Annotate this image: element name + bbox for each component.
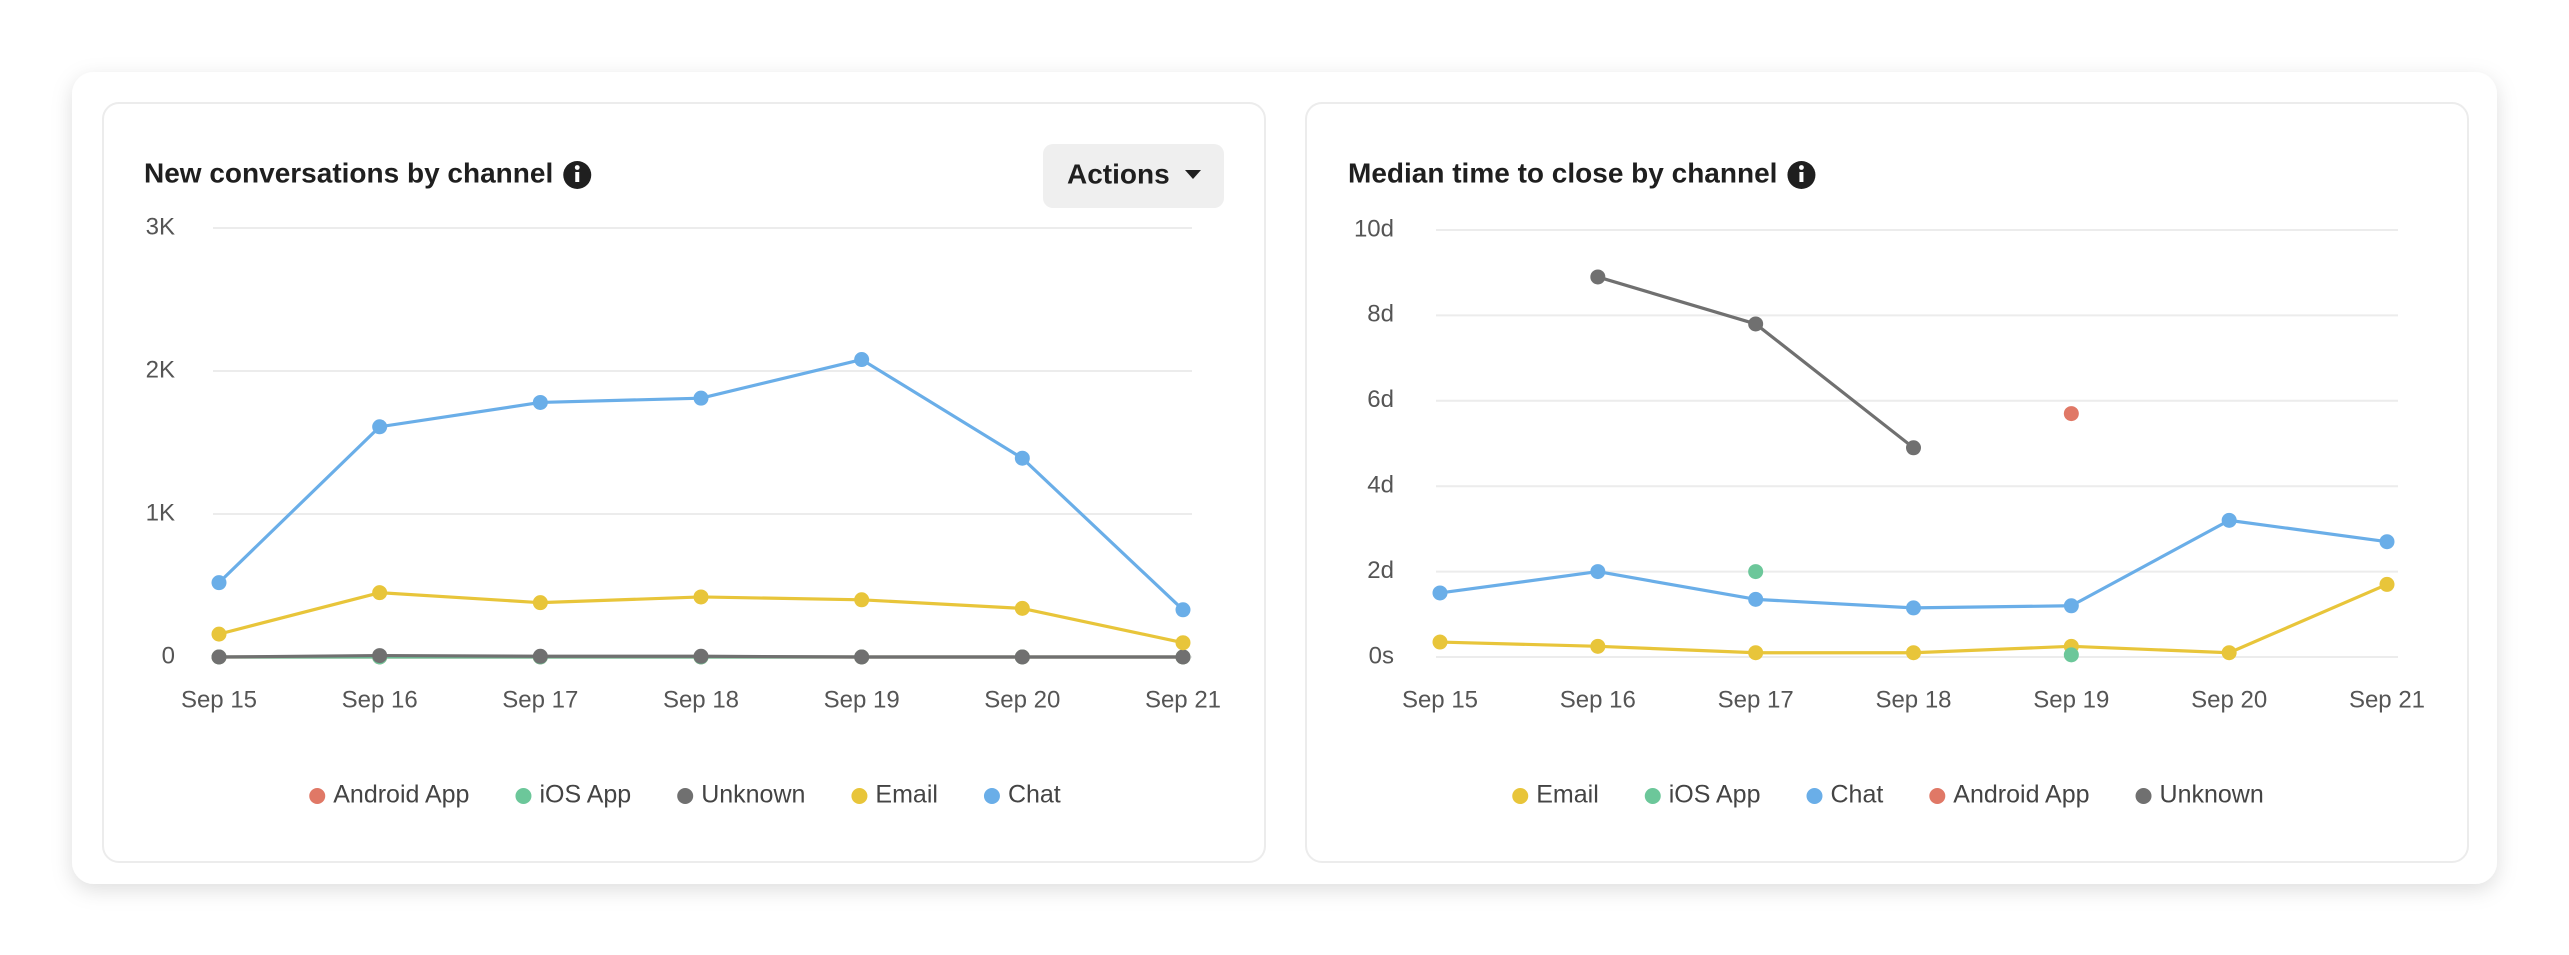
legend-marker (1512, 788, 1529, 804)
x-tick-label: Sep 15 (181, 686, 257, 713)
data-point (211, 575, 227, 591)
data-point (211, 649, 227, 665)
data-point (1432, 585, 1448, 601)
data-point (1014, 600, 1030, 616)
legend-label[interactable]: Chat (1830, 781, 1883, 809)
legend-label[interactable]: iOS App (539, 781, 631, 809)
legend-label[interactable]: iOS App (1669, 781, 1761, 809)
data-point (2221, 512, 2237, 528)
panel (102, 102, 1266, 863)
info-icon-dot (574, 165, 580, 170)
legend-marker (677, 788, 694, 804)
data-point (1175, 649, 1191, 665)
x-tick-label: Sep 18 (1875, 686, 1951, 713)
data-point (1432, 634, 1448, 650)
legend-label[interactable]: Android App (333, 781, 469, 809)
legend-label[interactable]: Unknown (701, 781, 805, 809)
legend-marker (309, 788, 326, 804)
data-point (1748, 645, 1764, 661)
data-point (1906, 645, 1921, 661)
info-icon-stem (1799, 172, 1804, 182)
x-tick-label: Sep 16 (342, 686, 418, 713)
data-point (693, 390, 709, 406)
data-point (854, 649, 870, 665)
legend-marker (851, 788, 868, 804)
legend-marker (1806, 788, 1823, 804)
info-icon-dot (1799, 165, 1804, 170)
data-point (2221, 645, 2237, 661)
data-point (1014, 450, 1030, 466)
legend-marker (2135, 788, 2152, 804)
x-tick-label: Sep 18 (663, 686, 739, 713)
data-point (372, 419, 388, 435)
data-point (2063, 647, 2079, 663)
chart-title: Median time to close by channel (1348, 157, 1777, 188)
data-point (1014, 649, 1030, 665)
dropdown-caret (1185, 170, 1201, 179)
data-point (1748, 316, 1764, 332)
x-tick-label: Sep 21 (1145, 686, 1221, 713)
data-point (1906, 600, 1921, 616)
y-tick-label: 2d (1367, 557, 1394, 584)
x-tick-label: Sep 17 (502, 686, 578, 713)
actions-button[interactable] (1043, 144, 1224, 208)
data-point (532, 648, 548, 664)
chart-title: New conversations by channel (144, 157, 553, 188)
data-point (1175, 635, 1191, 651)
data-point (1590, 564, 1606, 580)
y-tick-label: 8d (1367, 301, 1394, 328)
y-tick-label: 1K (146, 499, 175, 526)
data-point (854, 592, 870, 608)
data-point (693, 648, 709, 664)
y-tick-label: 4d (1367, 472, 1394, 499)
y-tick-label: 3K (146, 213, 175, 240)
legend-label[interactable]: Chat (1008, 781, 1061, 809)
x-tick-label: Sep 19 (2033, 686, 2109, 713)
data-point (693, 589, 709, 605)
legend-label[interactable]: Email (875, 781, 938, 809)
info-icon-stem (575, 172, 580, 182)
legend-label[interactable]: Android App (1953, 781, 2089, 809)
y-tick-label: 0s (1369, 642, 1394, 669)
y-tick-label: 2K (146, 356, 175, 383)
data-point (372, 585, 388, 601)
legend-marker (1929, 788, 1946, 804)
legend-label[interactable]: Email (1536, 781, 1599, 809)
data-point (1590, 638, 1606, 654)
data-point (2379, 534, 2395, 550)
x-tick-label: Sep 15 (1402, 686, 1478, 713)
x-tick-label: Sep 21 (2349, 686, 2425, 713)
actions-button-label: Actions (1067, 158, 1170, 189)
legend-marker (515, 788, 532, 804)
data-point (1748, 591, 1764, 607)
data-point (1590, 269, 1606, 285)
legend-marker (1644, 788, 1661, 804)
x-tick-label: Sep 16 (1560, 686, 1636, 713)
data-point (1175, 602, 1191, 618)
data-point (2063, 598, 2079, 614)
data-point (854, 352, 870, 368)
x-tick-label: Sep 19 (824, 686, 900, 713)
data-point (211, 626, 227, 642)
data-point (1748, 564, 1764, 580)
y-tick-label: 0 (162, 642, 175, 669)
panel (1305, 102, 2469, 863)
data-point (532, 394, 548, 410)
y-tick-label: 6d (1367, 386, 1394, 413)
x-tick-label: Sep 20 (984, 686, 1060, 713)
y-tick-label: 10d (1354, 215, 1394, 242)
x-tick-label: Sep 20 (2191, 686, 2267, 713)
data-point (372, 648, 388, 664)
data-point (2063, 406, 2079, 422)
data-point (532, 595, 548, 611)
data-point (1906, 440, 1921, 456)
x-tick-label: Sep 17 (1718, 686, 1794, 713)
legend-label[interactable]: Unknown (2160, 781, 2264, 809)
data-point (2379, 576, 2395, 592)
legend-marker (983, 788, 1000, 804)
